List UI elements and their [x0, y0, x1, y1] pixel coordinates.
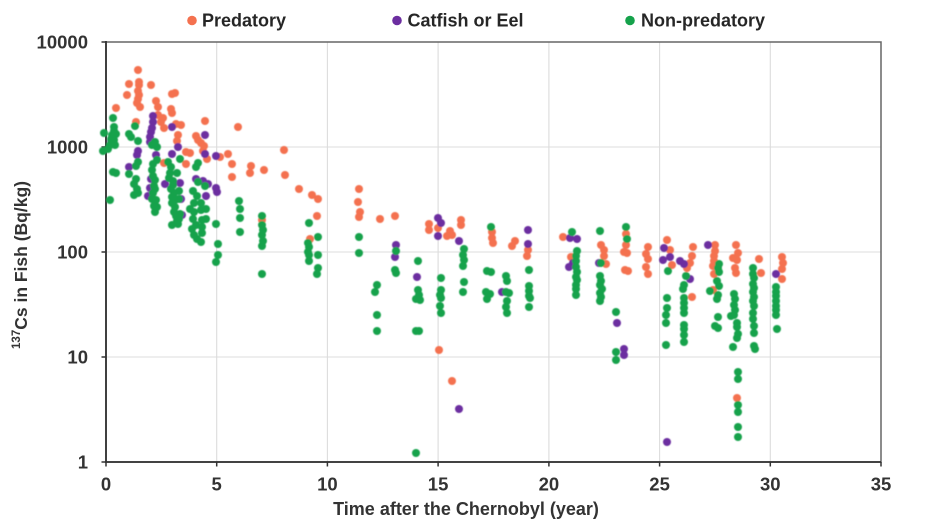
svg-text:20: 20 — [539, 474, 560, 495]
svg-text:100: 100 — [57, 242, 88, 263]
svg-text:10: 10 — [317, 474, 338, 495]
svg-text:10000: 10000 — [37, 32, 88, 53]
svg-text:1: 1 — [78, 452, 88, 473]
svg-text:1000: 1000 — [47, 137, 88, 158]
svg-text:10: 10 — [67, 347, 88, 368]
svg-text:0: 0 — [101, 474, 111, 495]
svg-text:25: 25 — [649, 474, 670, 495]
svg-text:5: 5 — [212, 474, 222, 495]
svg-text:15: 15 — [428, 474, 449, 495]
svg-text:Predatory: Predatory — [202, 11, 286, 31]
svg-text:137Cs in Fish (Bq/kg): 137Cs in Fish (Bq/kg) — [11, 181, 31, 349]
svg-text:Non-predatory: Non-predatory — [641, 11, 765, 31]
svg-text:Catfish or Eel: Catfish or Eel — [408, 11, 524, 31]
svg-text:35: 35 — [871, 474, 892, 495]
svg-text:30: 30 — [760, 474, 781, 495]
svg-text:Time after the Chernobyl (year: Time after the Chernobyl (year) — [333, 499, 599, 519]
